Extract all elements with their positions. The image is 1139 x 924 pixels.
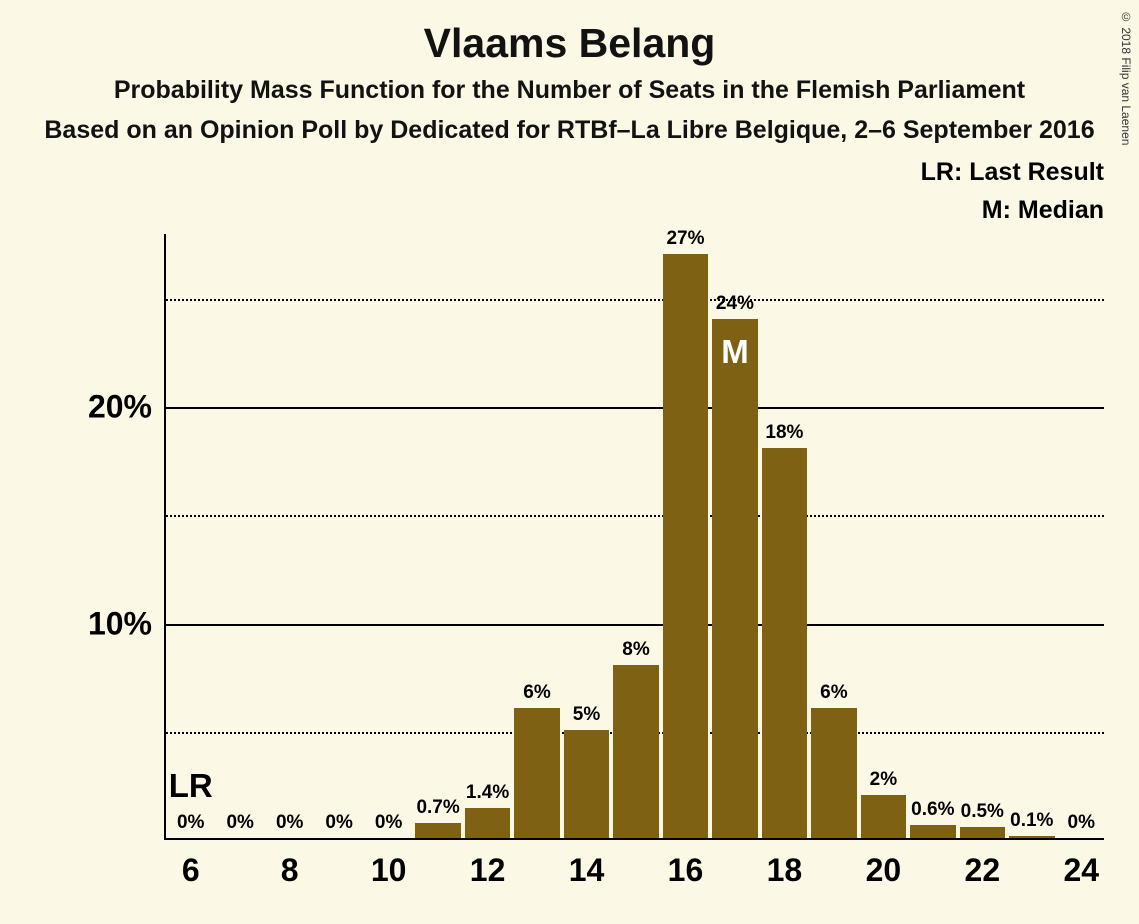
x-axis-label: 18 (767, 838, 803, 889)
last-result-marker: LR (169, 767, 213, 805)
x-axis-label: 14 (569, 838, 605, 889)
median-marker: M (721, 333, 749, 371)
bar: 0.5% (960, 827, 1006, 838)
legend-m: M: Median (982, 196, 1104, 225)
chart-title: Vlaams Belang (0, 20, 1139, 67)
copyright-text: © 2018 Filip van Laenen (1119, 10, 1133, 145)
gridline (166, 299, 1104, 301)
bar-value-label: 0.7% (416, 797, 459, 823)
chart-subtitle-2: Based on an Opinion Poll by Dedicated fo… (0, 116, 1139, 145)
bar: 24%M (712, 319, 758, 838)
bar-value-label: 0% (325, 812, 352, 838)
x-axis-label: 24 (1063, 838, 1099, 889)
bar: 18% (762, 448, 808, 838)
bar-value-label: 1.4% (466, 782, 509, 808)
bar: 8% (613, 665, 659, 838)
bar-value-label: 27% (666, 228, 704, 254)
bar-value-label: 0% (177, 812, 204, 838)
bar-value-label: 0.1% (1010, 810, 1053, 836)
bar: 0.6% (910, 825, 956, 838)
legend-lr: LR: Last Result (921, 158, 1104, 187)
x-axis-label: 12 (470, 838, 506, 889)
bar: 1.4% (465, 808, 511, 838)
chart-canvas: Vlaams Belang Probability Mass Function … (0, 0, 1139, 924)
x-axis-label: 22 (965, 838, 1001, 889)
bar: 6% (811, 708, 857, 838)
bar: 6% (514, 708, 560, 838)
bar: 2% (861, 795, 907, 838)
bar-value-label: 5% (573, 704, 600, 730)
x-axis-label: 8 (281, 838, 299, 889)
bar-value-label: 0% (226, 812, 253, 838)
bar-value-label: 6% (523, 682, 550, 708)
bar: 0.1% (1009, 836, 1055, 838)
y-axis-label: 20% (88, 389, 166, 426)
plot-area: 20%10%0%0%0%0%0%0.7%1.4%6%5%8%27%24%M18%… (164, 234, 1104, 840)
x-axis-label: 10 (371, 838, 407, 889)
bar: 5% (564, 730, 610, 838)
gridline (166, 515, 1104, 517)
bar-value-label: 6% (820, 682, 847, 708)
x-axis-label: 6 (182, 838, 200, 889)
y-axis-label: 10% (88, 605, 166, 642)
chart-subtitle-1: Probability Mass Function for the Number… (0, 76, 1139, 105)
bar-value-label: 24% (716, 293, 754, 319)
x-axis-label: 20 (866, 838, 902, 889)
bar-value-label: 0% (276, 812, 303, 838)
bar-value-label: 2% (870, 769, 897, 795)
bar: 0.7% (415, 823, 461, 838)
bar: 27% (663, 254, 709, 838)
bar-value-label: 0% (375, 812, 402, 838)
bar-value-label: 0.5% (961, 801, 1004, 827)
gridline (166, 407, 1104, 409)
gridline (166, 624, 1104, 626)
bar-value-label: 0.6% (911, 799, 954, 825)
bar-value-label: 0% (1068, 812, 1095, 838)
bar-value-label: 18% (765, 422, 803, 448)
x-axis-label: 16 (668, 838, 704, 889)
bar-value-label: 8% (622, 639, 649, 665)
